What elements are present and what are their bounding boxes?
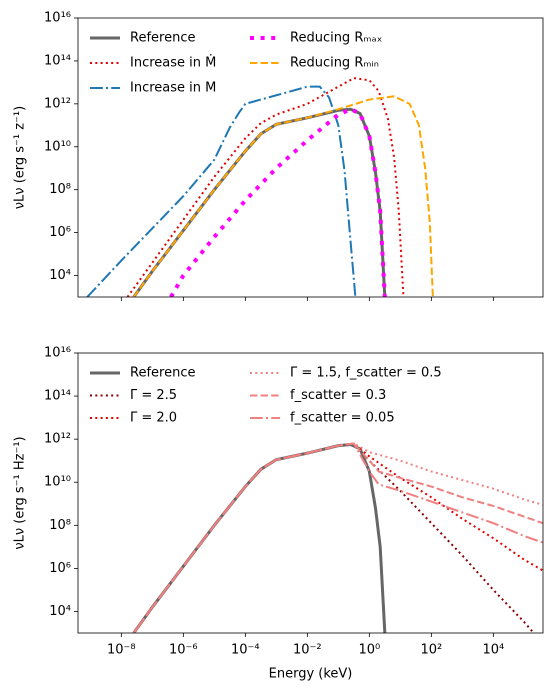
legend-label: Reference: [130, 31, 195, 46]
y-tick-label: 10⁸: [49, 182, 71, 197]
axes-frame: [77, 352, 544, 634]
y-axis-label: νLν (erg s⁻¹ z⁻¹): [13, 106, 28, 209]
plot-area: [86, 77, 434, 297]
y-tick-label: 10¹⁶: [44, 346, 71, 361]
axes-frame: [77, 17, 544, 298]
x-tick-label: 10⁻⁶: [169, 643, 198, 658]
legend-label: Reference: [130, 366, 195, 381]
legend-label: Reducing Rₘᵢₙ: [290, 56, 379, 71]
series-line: [132, 442, 543, 633]
y-tick-label: 10⁸: [49, 518, 71, 533]
y-tick-label: 10¹⁰: [44, 475, 71, 490]
series-line: [126, 77, 405, 297]
x-tick-label: 10⁰: [358, 643, 380, 658]
legend-label: Reducing Rₘₐₓ: [290, 31, 383, 46]
legend-label: Increase in Ṁ: [130, 55, 216, 71]
y-tick-label: 10¹⁴: [44, 389, 71, 404]
x-tick-label: 10⁻⁸: [107, 643, 136, 658]
y-tick-label: 10⁴: [49, 268, 71, 283]
legend-label: Γ = 2.0: [130, 411, 177, 426]
y-tick-label: 10¹⁰: [44, 139, 71, 154]
legend-label: Γ = 2.5: [130, 388, 177, 403]
y-tick-label: 10⁴: [49, 604, 71, 619]
series-line: [132, 442, 543, 633]
x-tick-label: 10⁴: [482, 643, 504, 658]
x-axis-label: Energy (keV): [269, 667, 353, 682]
y-tick-label: 10⁶: [49, 561, 71, 576]
series-line: [132, 442, 535, 633]
series-line: [86, 85, 357, 297]
y-tick-label: 10¹²: [44, 96, 71, 111]
y-tick-label: 10¹²: [44, 432, 71, 447]
series-line: [132, 442, 543, 633]
y-axis-label: νLν (erg s⁻¹ Hz⁻¹): [13, 436, 28, 549]
plot-area: [132, 442, 543, 633]
y-tick-label: 10⁶: [49, 225, 71, 240]
y-tick-label: 10¹⁶: [44, 11, 71, 26]
legend-label: Γ = 1.5, f_scatter = 0.5: [290, 366, 442, 381]
legend-label: f_scatter = 0.3: [290, 388, 386, 403]
y-tick-label: 10¹⁴: [44, 53, 71, 68]
series-line: [132, 442, 543, 633]
x-tick-label: 10²: [420, 643, 442, 658]
series-line: [132, 443, 387, 633]
legend-label: f_scatter = 0.05: [290, 411, 395, 426]
x-tick-label: 10⁻⁴: [231, 643, 260, 658]
series-line: [132, 95, 434, 297]
x-tick-label: 10⁻²: [293, 643, 322, 658]
legend-label: Increase in M: [130, 81, 216, 96]
